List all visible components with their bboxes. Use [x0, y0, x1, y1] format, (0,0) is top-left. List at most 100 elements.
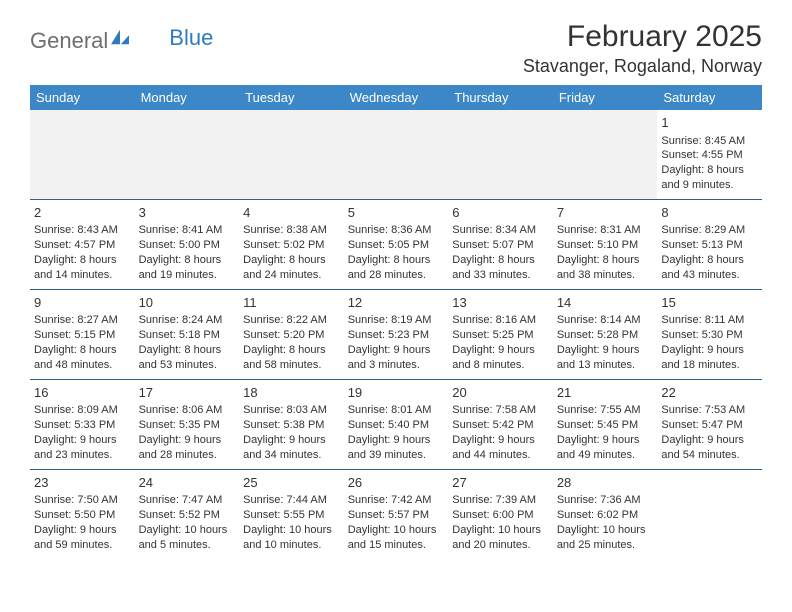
- calendar-cell: 17Sunrise: 8:06 AMSunset: 5:35 PMDayligh…: [135, 379, 240, 469]
- day-number: 28: [557, 474, 654, 492]
- calendar-cell: [239, 110, 344, 199]
- calendar-cell: 2Sunrise: 8:43 AMSunset: 4:57 PMDaylight…: [30, 199, 135, 289]
- day-number: 10: [139, 294, 236, 312]
- sunset-line: Sunset: 5:50 PM: [34, 508, 131, 523]
- daylight-line: Daylight: 8 hours and 33 minutes.: [452, 253, 549, 283]
- day-number: 19: [348, 384, 445, 402]
- day-number: 8: [661, 204, 758, 222]
- sunrise-line: Sunrise: 8:43 AM: [34, 223, 131, 238]
- daylight-line: Daylight: 9 hours and 23 minutes.: [34, 433, 131, 463]
- sunrise-line: Sunrise: 7:42 AM: [348, 493, 445, 508]
- sunrise-line: Sunrise: 8:09 AM: [34, 403, 131, 418]
- sunset-line: Sunset: 6:02 PM: [557, 508, 654, 523]
- calendar-cell: 12Sunrise: 8:19 AMSunset: 5:23 PMDayligh…: [344, 289, 449, 379]
- daylight-line: Daylight: 10 hours and 5 minutes.: [139, 523, 236, 553]
- calendar-cell: 5Sunrise: 8:36 AMSunset: 5:05 PMDaylight…: [344, 199, 449, 289]
- sunset-line: Sunset: 5:52 PM: [139, 508, 236, 523]
- sunset-line: Sunset: 4:57 PM: [34, 238, 131, 253]
- sunrise-line: Sunrise: 7:55 AM: [557, 403, 654, 418]
- sunset-line: Sunset: 5:18 PM: [139, 328, 236, 343]
- calendar-cell: [135, 110, 240, 199]
- day-number: 24: [139, 474, 236, 492]
- weekday-header: Wednesday: [344, 85, 449, 110]
- calendar-cell: 13Sunrise: 8:16 AMSunset: 5:25 PMDayligh…: [448, 289, 553, 379]
- day-number: 9: [34, 294, 131, 312]
- month-title: February 2025: [523, 20, 762, 54]
- daylight-line: Daylight: 8 hours and 43 minutes.: [661, 253, 758, 283]
- daylight-line: Daylight: 8 hours and 38 minutes.: [557, 253, 654, 283]
- calendar-cell: 10Sunrise: 8:24 AMSunset: 5:18 PMDayligh…: [135, 289, 240, 379]
- sunset-line: Sunset: 5:07 PM: [452, 238, 549, 253]
- sunrise-line: Sunrise: 8:06 AM: [139, 403, 236, 418]
- day-number: 7: [557, 204, 654, 222]
- sunset-line: Sunset: 5:35 PM: [139, 418, 236, 433]
- daylight-line: Daylight: 10 hours and 15 minutes.: [348, 523, 445, 553]
- sunset-line: Sunset: 5:15 PM: [34, 328, 131, 343]
- calendar-cell: [30, 110, 135, 199]
- calendar-body: 1Sunrise: 8:45 AMSunset: 4:55 PMDaylight…: [30, 110, 762, 559]
- sunset-line: Sunset: 5:13 PM: [661, 238, 758, 253]
- sunrise-line: Sunrise: 7:47 AM: [139, 493, 236, 508]
- daylight-line: Daylight: 10 hours and 10 minutes.: [243, 523, 340, 553]
- daylight-line: Daylight: 9 hours and 34 minutes.: [243, 433, 340, 463]
- weekday-header: Saturday: [657, 85, 762, 110]
- sunrise-line: Sunrise: 7:36 AM: [557, 493, 654, 508]
- day-number: 21: [557, 384, 654, 402]
- daylight-line: Daylight: 9 hours and 59 minutes.: [34, 523, 131, 553]
- calendar-cell: [657, 469, 762, 558]
- sunset-line: Sunset: 4:55 PM: [661, 148, 758, 163]
- daylight-line: Daylight: 9 hours and 39 minutes.: [348, 433, 445, 463]
- sunset-line: Sunset: 5:25 PM: [452, 328, 549, 343]
- sunset-line: Sunset: 5:30 PM: [661, 328, 758, 343]
- sunset-line: Sunset: 5:40 PM: [348, 418, 445, 433]
- sunrise-line: Sunrise: 8:27 AM: [34, 313, 131, 328]
- sunrise-line: Sunrise: 8:22 AM: [243, 313, 340, 328]
- daylight-line: Daylight: 8 hours and 58 minutes.: [243, 343, 340, 373]
- daylight-line: Daylight: 8 hours and 53 minutes.: [139, 343, 236, 373]
- sunrise-line: Sunrise: 7:39 AM: [452, 493, 549, 508]
- calendar-cell: [448, 110, 553, 199]
- calendar-cell: 3Sunrise: 8:41 AMSunset: 5:00 PMDaylight…: [135, 199, 240, 289]
- weekday-header: Tuesday: [239, 85, 344, 110]
- calendar-cell: 4Sunrise: 8:38 AMSunset: 5:02 PMDaylight…: [239, 199, 344, 289]
- daylight-line: Daylight: 9 hours and 28 minutes.: [139, 433, 236, 463]
- sunset-line: Sunset: 5:02 PM: [243, 238, 340, 253]
- day-number: 16: [34, 384, 131, 402]
- day-number: 15: [661, 294, 758, 312]
- sunset-line: Sunset: 6:00 PM: [452, 508, 549, 523]
- sunset-line: Sunset: 5:55 PM: [243, 508, 340, 523]
- calendar-row: 23Sunrise: 7:50 AMSunset: 5:50 PMDayligh…: [30, 469, 762, 558]
- calendar-table: Sunday Monday Tuesday Wednesday Thursday…: [30, 85, 762, 559]
- sunrise-line: Sunrise: 8:34 AM: [452, 223, 549, 238]
- calendar-cell: 24Sunrise: 7:47 AMSunset: 5:52 PMDayligh…: [135, 469, 240, 558]
- daylight-line: Daylight: 9 hours and 49 minutes.: [557, 433, 654, 463]
- day-number: 5: [348, 204, 445, 222]
- header: GeneralBlue February 2025 Stavanger, Rog…: [30, 20, 762, 77]
- calendar-cell: 16Sunrise: 8:09 AMSunset: 5:33 PMDayligh…: [30, 379, 135, 469]
- logo-text-blue: Blue: [169, 25, 213, 51]
- sunset-line: Sunset: 5:00 PM: [139, 238, 236, 253]
- logo-text-general: General: [30, 28, 108, 53]
- sunrise-line: Sunrise: 8:01 AM: [348, 403, 445, 418]
- sunset-line: Sunset: 5:42 PM: [452, 418, 549, 433]
- sunrise-line: Sunrise: 8:24 AM: [139, 313, 236, 328]
- calendar-cell: 22Sunrise: 7:53 AMSunset: 5:47 PMDayligh…: [657, 379, 762, 469]
- daylight-line: Daylight: 8 hours and 48 minutes.: [34, 343, 131, 373]
- calendar-cell: 23Sunrise: 7:50 AMSunset: 5:50 PMDayligh…: [30, 469, 135, 558]
- sunrise-line: Sunrise: 7:58 AM: [452, 403, 549, 418]
- daylight-line: Daylight: 9 hours and 8 minutes.: [452, 343, 549, 373]
- daylight-line: Daylight: 10 hours and 20 minutes.: [452, 523, 549, 553]
- logo-sail-icon: [109, 28, 131, 51]
- calendar-cell: 27Sunrise: 7:39 AMSunset: 6:00 PMDayligh…: [448, 469, 553, 558]
- day-number: 12: [348, 294, 445, 312]
- sunrise-line: Sunrise: 8:38 AM: [243, 223, 340, 238]
- day-number: 17: [139, 384, 236, 402]
- sunrise-line: Sunrise: 7:44 AM: [243, 493, 340, 508]
- weekday-header: Monday: [135, 85, 240, 110]
- daylight-line: Daylight: 8 hours and 19 minutes.: [139, 253, 236, 283]
- sunrise-line: Sunrise: 8:29 AM: [661, 223, 758, 238]
- weekday-header: Friday: [553, 85, 658, 110]
- sunrise-line: Sunrise: 7:53 AM: [661, 403, 758, 418]
- sunset-line: Sunset: 5:10 PM: [557, 238, 654, 253]
- calendar-cell: 19Sunrise: 8:01 AMSunset: 5:40 PMDayligh…: [344, 379, 449, 469]
